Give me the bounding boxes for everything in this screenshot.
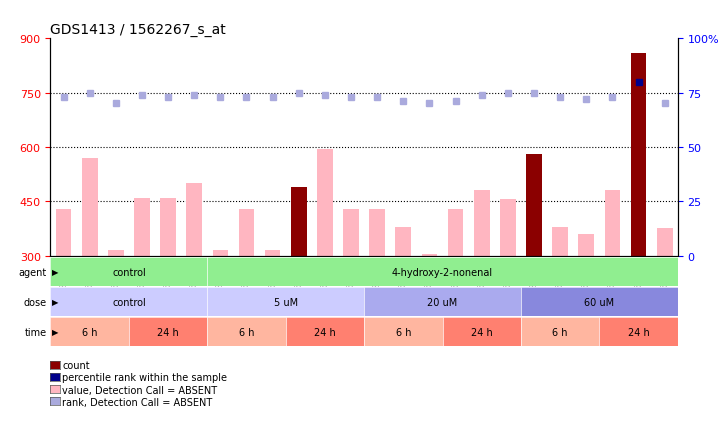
Text: 24 h: 24 h <box>157 327 179 337</box>
Bar <box>474 191 490 256</box>
Bar <box>657 229 673 256</box>
Text: control: control <box>112 267 146 277</box>
Text: ▶: ▶ <box>52 297 58 306</box>
Text: dose: dose <box>24 297 47 307</box>
Bar <box>552 227 568 256</box>
Text: ▶: ▶ <box>52 327 58 336</box>
Bar <box>108 251 124 256</box>
Bar <box>134 198 150 256</box>
Text: 6 h: 6 h <box>82 327 97 337</box>
Bar <box>82 158 97 256</box>
Text: value, Detection Call = ABSENT: value, Detection Call = ABSENT <box>62 385 217 395</box>
Bar <box>500 200 516 256</box>
Bar <box>343 209 359 256</box>
Bar <box>265 251 280 256</box>
Bar <box>422 254 437 256</box>
Text: 24 h: 24 h <box>628 327 650 337</box>
Bar <box>186 184 202 256</box>
Text: 6 h: 6 h <box>239 327 255 337</box>
Text: 60 uM: 60 uM <box>584 297 614 307</box>
Text: 5 uM: 5 uM <box>274 297 298 307</box>
Bar <box>448 209 464 256</box>
Bar <box>239 209 255 256</box>
Text: time: time <box>25 327 47 337</box>
Text: 20 uM: 20 uM <box>428 297 458 307</box>
Bar <box>604 191 620 256</box>
Bar <box>395 227 411 256</box>
Bar <box>213 251 228 256</box>
Text: control: control <box>112 297 146 307</box>
Text: agent: agent <box>19 267 47 277</box>
Bar <box>631 53 647 256</box>
Bar <box>369 209 385 256</box>
Text: 24 h: 24 h <box>314 327 336 337</box>
Text: 6 h: 6 h <box>396 327 411 337</box>
Bar <box>56 209 71 256</box>
Bar <box>317 149 332 256</box>
Text: 4-hydroxy-2-nonenal: 4-hydroxy-2-nonenal <box>392 267 493 277</box>
Bar <box>578 234 594 256</box>
Text: ▶: ▶ <box>52 267 58 276</box>
Text: percentile rank within the sample: percentile rank within the sample <box>62 373 227 382</box>
Text: 6 h: 6 h <box>552 327 568 337</box>
Text: 24 h: 24 h <box>471 327 492 337</box>
Text: rank, Detection Call = ABSENT: rank, Detection Call = ABSENT <box>62 397 212 407</box>
Text: count: count <box>62 361 89 370</box>
Bar <box>526 155 542 256</box>
Bar <box>291 187 306 256</box>
Text: GDS1413 / 1562267_s_at: GDS1413 / 1562267_s_at <box>50 23 226 36</box>
Bar <box>160 198 176 256</box>
